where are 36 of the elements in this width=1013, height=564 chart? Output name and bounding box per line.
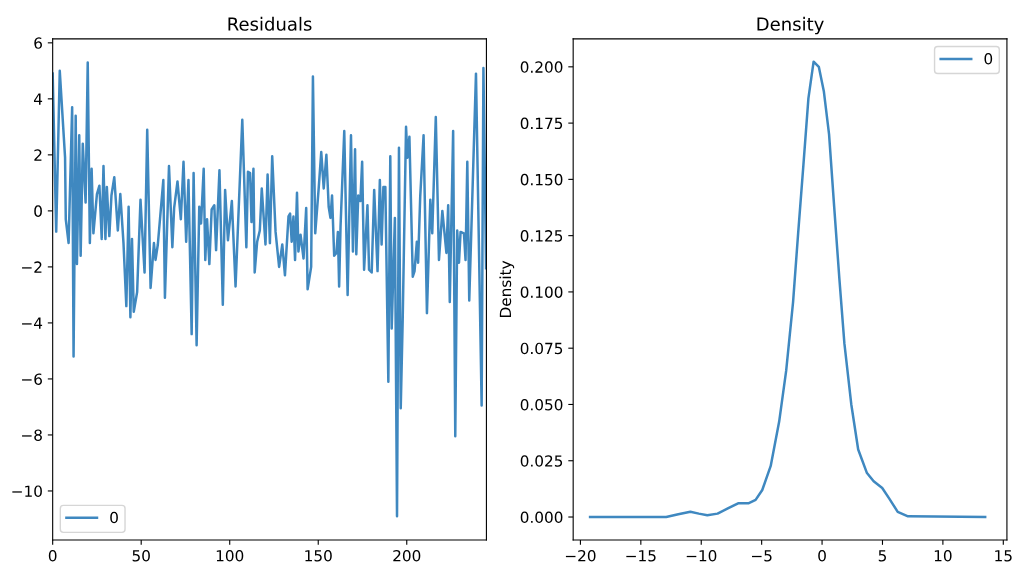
x-tick-label: −20 [565,549,596,562]
y-tick-label: 0.150 [520,173,563,186]
x-tick-label: 15 [995,550,1012,562]
y-tick-label: −6 [22,373,42,385]
x-tick-label: −10 [686,549,717,562]
legend-label: 0 [984,52,993,65]
chart-title: Density [757,16,824,35]
y-tick-label: 0.075 [520,342,563,355]
y-tick-label: 0.200 [520,61,563,73]
y-tick-label: 0.025 [520,455,563,467]
x-tick-label: 10 [934,549,952,562]
y-tick-label: 0.125 [520,230,563,242]
y-tick-label: −8 [22,429,42,441]
y-tick-label: 0.050 [520,398,563,411]
y-tick-label: 0.175 [520,117,563,130]
y-axis-title: Density [499,260,515,317]
x-tick-label: −15 [626,550,656,562]
x-tick-label: 200 [393,549,421,562]
x-tick-label: 100 [216,549,244,562]
y-tick-label: 0.000 [520,511,563,524]
legend-label: 0 [110,511,118,524]
x-tick-label: 5 [878,550,886,562]
x-tick-label: 150 [305,549,332,562]
y-tick-label: 4 [33,93,43,105]
y-tick-label: 0.100 [520,286,563,298]
y-tick-label: −10 [12,485,42,497]
x-tick-label: 50 [132,549,150,562]
y-tick-label: 0 [34,205,42,217]
y-tick-label: 6 [34,37,42,49]
x-tick-label: −5 [752,550,772,562]
y-tick-label: 2 [34,149,42,161]
x-tick-label: 0 [48,549,57,562]
y-tick-label: −2 [22,261,42,273]
chart-title: Residuals [228,16,312,31]
y-tick-label: −4 [22,317,43,329]
x-tick-label: 0 [818,549,826,562]
